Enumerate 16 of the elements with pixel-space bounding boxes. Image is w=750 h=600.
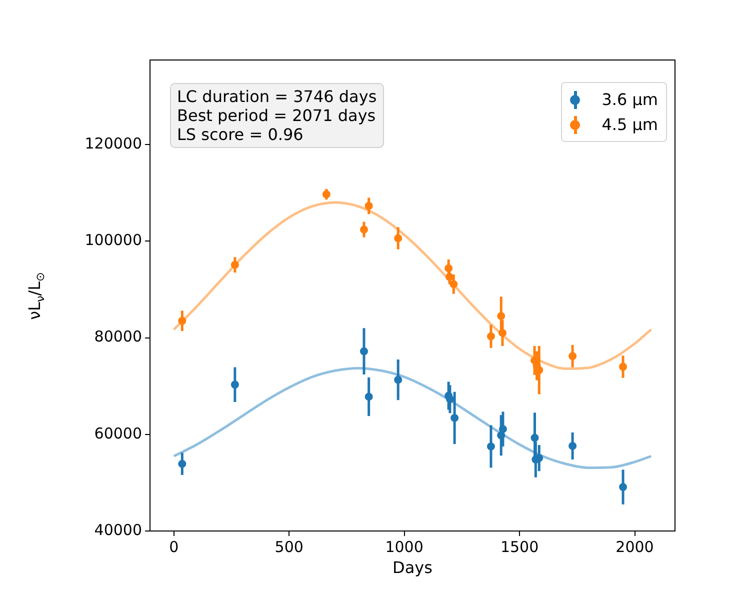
x-tick-label: 0 — [169, 538, 179, 556]
annotation: Best period = 2071 days — [177, 106, 377, 125]
y-tick-label: 80000 — [94, 328, 142, 346]
x-tick-label: 1500 — [500, 538, 539, 556]
annotation: LS score = 0.96 — [177, 125, 304, 144]
y-tick-label: 40000 — [94, 520, 142, 539]
y-tick-label: 60000 — [94, 424, 142, 442]
y-tick-label: 120000 — [84, 134, 142, 152]
annotation: LC duration = 3746 days — [177, 87, 377, 106]
y-tick-label: 100000 — [84, 231, 142, 250]
x-tick-label: 2000 — [616, 538, 654, 556]
legend-label: 4.5 μm — [602, 114, 658, 136]
legend-label: 3.6 μm — [602, 89, 658, 111]
x-tick-label: 1000 — [385, 538, 424, 556]
x-tick-label: 500 — [274, 538, 304, 556]
x-axis-title: Days — [392, 558, 432, 577]
